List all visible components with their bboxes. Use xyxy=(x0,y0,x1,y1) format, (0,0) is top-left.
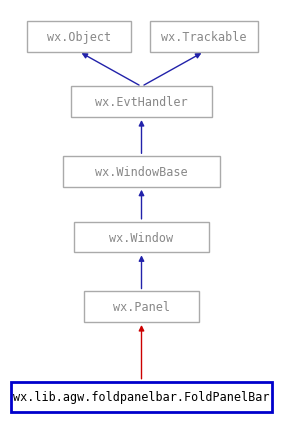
FancyBboxPatch shape xyxy=(74,222,209,253)
Text: wx.Object: wx.Object xyxy=(47,31,111,43)
FancyBboxPatch shape xyxy=(27,22,131,52)
FancyBboxPatch shape xyxy=(11,382,272,412)
FancyBboxPatch shape xyxy=(150,22,258,52)
Text: wx.lib.agw.foldpanelbar.FoldPanelBar: wx.lib.agw.foldpanelbar.FoldPanelBar xyxy=(13,391,270,403)
Text: wx.Window: wx.Window xyxy=(110,231,173,244)
Text: wx.Panel: wx.Panel xyxy=(113,301,170,314)
Text: wx.EvtHandler: wx.EvtHandler xyxy=(95,96,188,109)
FancyBboxPatch shape xyxy=(71,87,212,118)
Text: wx.WindowBase: wx.WindowBase xyxy=(95,166,188,178)
FancyBboxPatch shape xyxy=(63,157,220,187)
Text: wx.Trackable: wx.Trackable xyxy=(161,31,247,43)
FancyBboxPatch shape xyxy=(84,292,199,322)
